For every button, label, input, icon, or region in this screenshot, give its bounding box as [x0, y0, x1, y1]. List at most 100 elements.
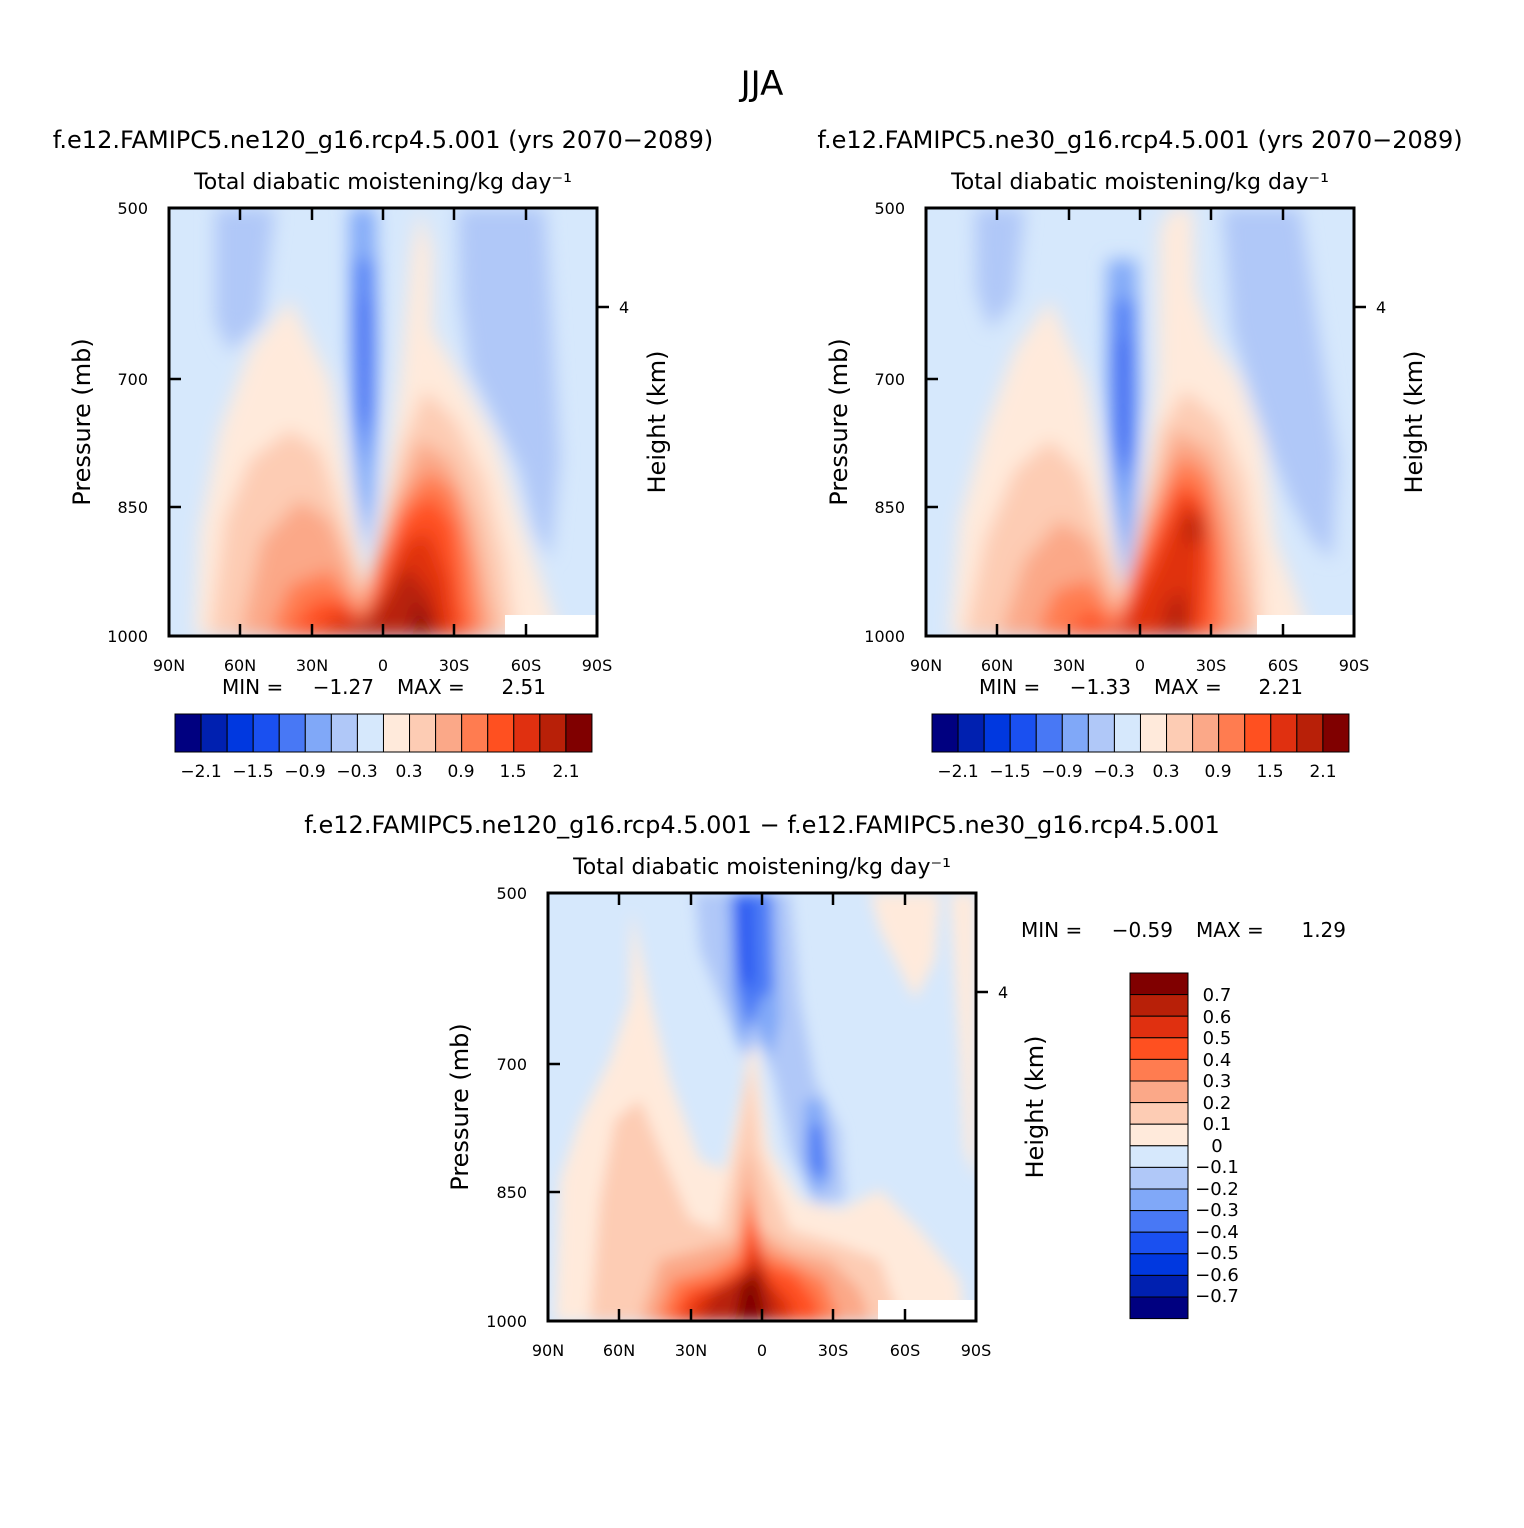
colorbar-swatch	[252, 713, 280, 753]
colorbar-swatch	[1129, 994, 1189, 1017]
colorbar-swatch	[931, 713, 959, 753]
colorbar-swatch	[1129, 1015, 1189, 1039]
colorbar-label: 0	[1211, 1136, 1222, 1157]
contour-neg-band	[1118, 340, 1128, 475]
contour-neg-band	[1222, 208, 1338, 560]
contour-neg-band	[975, 208, 1025, 330]
colorbar-swatch	[304, 713, 332, 753]
colorbar-swatch	[1129, 972, 1189, 996]
colorbar-swatch	[1061, 713, 1089, 753]
colorbar-label: 0.7	[1203, 985, 1232, 1006]
colorbar-swatch	[1129, 1253, 1189, 1276]
colorbar-label: −2.1	[180, 762, 221, 782]
colorbar	[1129, 972, 1189, 1320]
colorbar-label: 1.5	[1256, 762, 1283, 782]
panel-variable-title: Total diabatic moistening/kg day⁻¹	[572, 855, 951, 880]
contour-pos-band	[735, 1272, 766, 1321]
colorbar-label: 0.1	[1203, 1114, 1232, 1135]
missing-data-region	[878, 1300, 976, 1321]
y-tick-label: 1000	[486, 1312, 527, 1331]
y-tick-label: 500	[874, 199, 905, 218]
colorbar-swatch	[1129, 1166, 1189, 1190]
colorbar-label: −0.6	[1195, 1265, 1239, 1286]
x-tick-label: 0	[757, 1341, 767, 1360]
x-tick-label: 30N	[1053, 656, 1085, 675]
colorbar-label: −1.5	[232, 762, 273, 782]
min-label: MIN =	[222, 675, 283, 699]
colorbar-swatch	[409, 713, 437, 753]
x-tick-label: 60N	[224, 656, 256, 675]
min-value: −1.33	[1070, 675, 1131, 699]
y-tick-label: 700	[496, 1055, 527, 1074]
colorbar-swatch	[1129, 1188, 1189, 1212]
colorbar-label: −0.3	[1093, 762, 1134, 782]
contour-neg-band	[810, 1125, 826, 1180]
max-label: MAX =	[1154, 675, 1222, 699]
max-value: 1.29	[1301, 918, 1346, 942]
y-tick-label: 850	[496, 1183, 527, 1202]
colorbar-swatch	[1139, 713, 1168, 753]
x-tick-label: 60S	[511, 656, 542, 675]
contour-neg-band	[360, 300, 368, 430]
colorbar-label: 0.5	[1203, 1028, 1232, 1049]
colorbar-swatch	[983, 713, 1011, 753]
colorbar-swatch	[565, 713, 593, 753]
contour-neg-band	[215, 208, 275, 352]
y-axis-label: Pressure (mb)	[446, 1023, 474, 1190]
x-tick-label: 90N	[153, 656, 185, 675]
colorbar-swatch	[356, 713, 384, 753]
panel-variable-title: Total diabatic moistening/kg day⁻¹	[193, 170, 572, 195]
colorbar-swatch	[1129, 1296, 1189, 1320]
y-axis-label: Pressure (mb)	[68, 338, 96, 505]
colorbar-swatch	[1129, 1145, 1189, 1168]
colorbar-swatch	[957, 713, 985, 753]
colorbar-swatch	[1129, 1123, 1189, 1147]
x-tick-label: 30S	[818, 1341, 849, 1360]
x-ticks	[924, 208, 1366, 636]
heatmap-field	[548, 893, 976, 1321]
min-label: MIN =	[979, 675, 1040, 699]
colorbar-swatch	[539, 713, 567, 753]
x-tick-label: 0	[378, 656, 388, 675]
contour-pos-band	[1182, 510, 1205, 545]
x-tick-label: 30S	[1196, 656, 1227, 675]
colorbar-label: 1.5	[499, 762, 526, 782]
x-tick-label: 30N	[675, 1341, 707, 1360]
y-tick-label: 500	[117, 199, 148, 218]
x-tick-label: 90N	[532, 1341, 564, 1360]
colorbar-swatch	[1087, 713, 1115, 753]
y-tick-label: 850	[117, 498, 148, 517]
colorbar-swatch	[200, 713, 228, 753]
x-tick-label: 90S	[582, 656, 613, 675]
y2-axis-label: Height (km)	[1021, 1036, 1049, 1179]
colorbar-label: −0.2	[1195, 1179, 1239, 1200]
colorbar-swatch	[487, 713, 515, 753]
colorbar-label: −0.4	[1195, 1222, 1239, 1243]
contour-neg-band	[738, 900, 752, 990]
colorbar-label: −2.1	[937, 762, 978, 782]
colorbar-swatch	[382, 713, 411, 753]
colorbar-label: 0.2	[1203, 1093, 1232, 1114]
colorbar-label: 0.3	[1203, 1071, 1232, 1092]
colorbar-swatch	[1129, 1037, 1189, 1060]
y2-tick-label: 4	[998, 983, 1008, 1002]
colorbar-label: 0.3	[395, 762, 422, 782]
y-axis-label: Pressure (mb)	[825, 338, 853, 505]
y-tick-label: 500	[496, 884, 527, 903]
colorbar-swatch	[1129, 1274, 1189, 1298]
page-title: JJA	[739, 64, 784, 104]
colorbar-swatch	[330, 713, 358, 753]
x-tick-label: 30N	[296, 656, 328, 675]
colorbar-swatch	[1129, 1058, 1189, 1082]
colorbar-swatch	[1035, 713, 1063, 753]
x-tick-label: 90S	[1339, 656, 1370, 675]
contour-pos-band	[412, 595, 432, 636]
colorbar-swatch	[1113, 713, 1141, 753]
colorbar	[174, 713, 593, 753]
x-tick-label: 30S	[439, 656, 470, 675]
colorbar-label: −0.3	[336, 762, 377, 782]
max-label: MAX =	[1196, 918, 1264, 942]
min-value: −1.27	[313, 675, 374, 699]
colorbar-swatch	[1166, 713, 1194, 753]
colorbar-swatch	[513, 713, 541, 753]
